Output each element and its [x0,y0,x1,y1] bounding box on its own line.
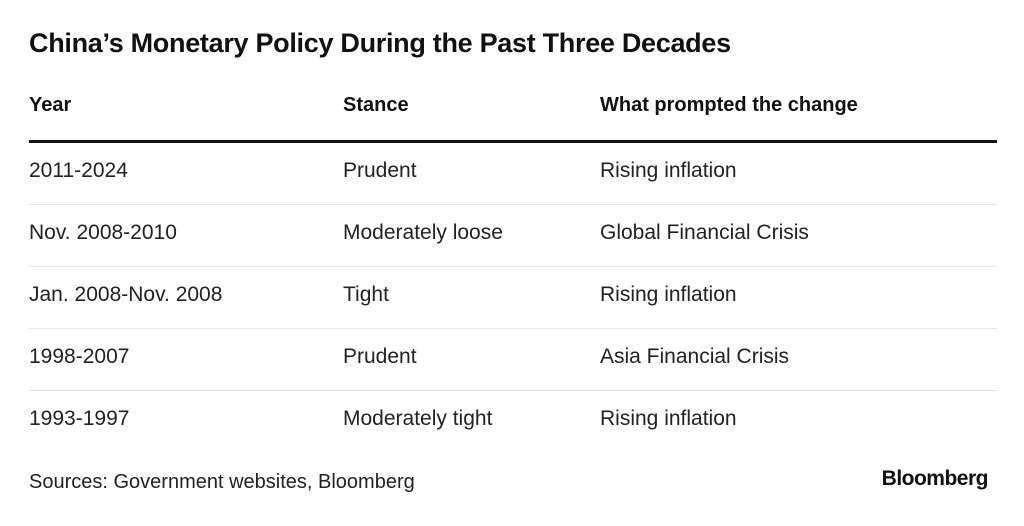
cell-stance: Moderately loose [343,221,503,244]
cell-stance: Prudent [343,345,417,368]
cell-prompt: Rising inflation [600,407,737,430]
sources-note: Sources: Government websites, Bloomberg [29,471,415,493]
cell-year: 2011-2024 [29,159,128,182]
cell-year: 1993-1997 [29,407,130,430]
table-header-row: Year Stance What prompted the change [29,84,997,143]
header-year: Year [29,94,72,116]
cell-prompt: Rising inflation [600,159,737,182]
page-title: China’s Monetary Policy During the Past … [29,28,731,58]
header-prompt: What prompted the change [600,94,858,116]
table-row: 1998-2007 Prudent Asia Financial Crisis [29,329,997,391]
cell-stance: Moderately tight [343,407,493,430]
cell-prompt: Global Financial Crisis [600,221,809,244]
cell-stance: Prudent [343,159,417,182]
table-row: Jan. 2008-Nov. 2008 Tight Rising inflati… [29,267,997,329]
cell-year: 1998-2007 [29,345,130,368]
cell-year: Jan. 2008-Nov. 2008 [29,283,223,306]
cell-year: Nov. 2008-2010 [29,221,177,244]
bloomberg-logo: Bloomberg [881,467,989,490]
cell-prompt: Asia Financial Crisis [600,345,790,368]
policy-table: Year Stance What prompted the change 201… [29,84,997,452]
cell-stance: Tight [343,283,389,306]
header-stance: Stance [343,94,409,116]
cell-prompt: Rising inflation [600,283,737,306]
table-row: 1993-1997 Moderately tight Rising inflat… [29,391,997,452]
table-row: 2011-2024 Prudent Rising inflation [29,143,997,205]
table-row: Nov. 2008-2010 Moderately loose Global F… [29,205,997,267]
